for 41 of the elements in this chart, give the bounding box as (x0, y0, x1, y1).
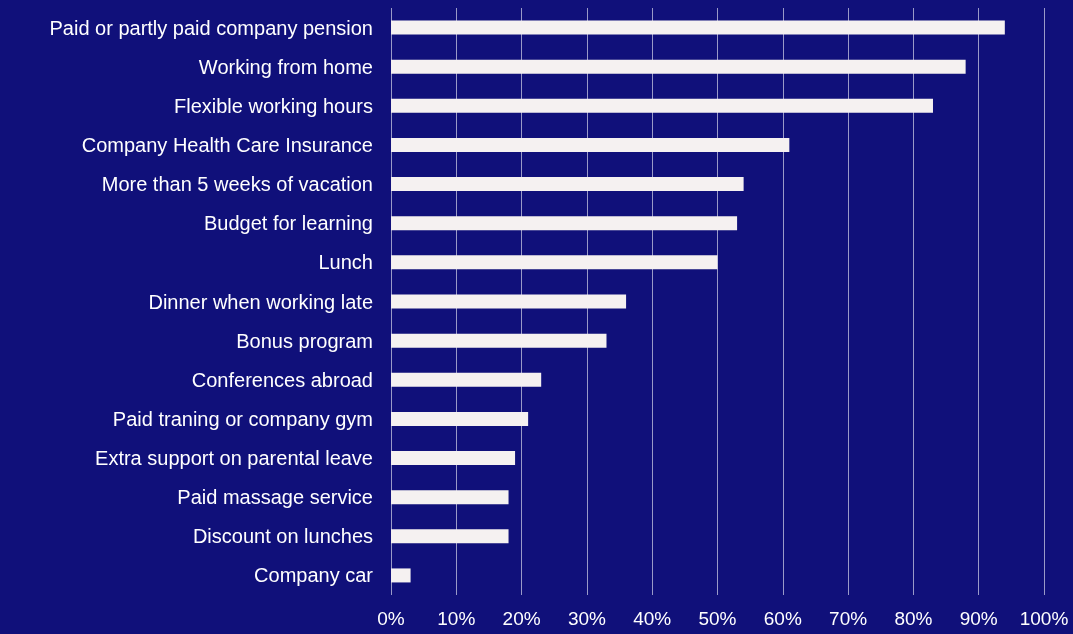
y-tick-label: Extra support on parental leave (95, 447, 373, 470)
bar (391, 20, 1005, 35)
bar (391, 137, 790, 152)
bar (391, 255, 718, 270)
x-tick-label: 40% (633, 608, 672, 629)
y-tick-label: Bonus program (236, 329, 373, 352)
bar (391, 177, 744, 192)
x-tick-label: 10% (437, 608, 476, 629)
bar (391, 372, 542, 387)
x-tick-label: 90% (959, 608, 998, 629)
y-tick-label: Working from home (198, 55, 373, 78)
y-tick-label: Company car (254, 564, 374, 587)
x-tick-label: 20% (502, 608, 541, 629)
bar (391, 59, 966, 74)
bar (391, 490, 509, 505)
y-tick-label: Paid massage service (177, 486, 373, 509)
y-tick-label: Conferences abroad (191, 368, 373, 391)
bar (391, 411, 529, 426)
bar (391, 451, 516, 466)
bar (391, 568, 411, 583)
y-tick-label: Flexible working hours (174, 94, 373, 117)
y-tick-label: Discount on lunches (192, 525, 373, 548)
bar (391, 294, 627, 309)
y-tick-label: Lunch (318, 251, 373, 274)
bar (391, 529, 509, 544)
x-tick-label: 100% (1019, 608, 1069, 629)
x-tick-label: 60% (763, 608, 802, 629)
bar (391, 333, 607, 348)
x-tick-label: 70% (829, 608, 868, 629)
x-tick-label: 50% (698, 608, 737, 629)
x-tick-label: 80% (894, 608, 933, 629)
y-tick-label: Dinner when working late (148, 290, 373, 313)
y-tick-label: Budget for learning (203, 212, 373, 235)
bar (391, 98, 933, 113)
y-tick-label: More than 5 weeks of vacation (101, 173, 373, 196)
bar (391, 216, 738, 231)
y-tick-label: Paid traning or company gym (112, 407, 373, 430)
x-tick-label: 0% (377, 608, 405, 629)
x-tick-label: 30% (567, 608, 607, 629)
y-tick-label: Paid or partly paid company pension (49, 16, 373, 39)
y-tick-label: Company Health Care Insurance (81, 133, 373, 156)
